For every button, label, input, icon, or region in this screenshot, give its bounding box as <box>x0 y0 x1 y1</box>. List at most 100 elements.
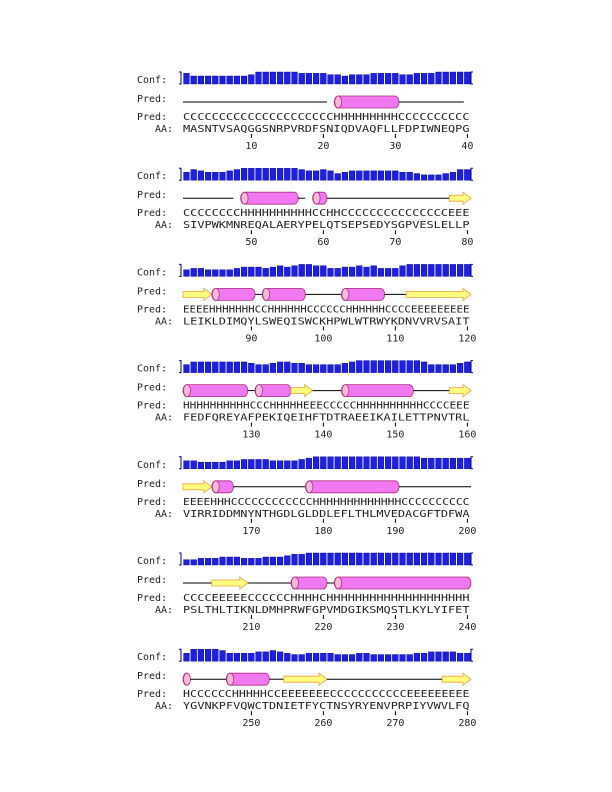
conf-bracket-left <box>179 264 181 276</box>
confidence-bar <box>371 361 377 373</box>
confidence-bar <box>436 72 442 84</box>
confidence-bar <box>248 363 254 372</box>
tick-label: 20 <box>317 141 329 152</box>
confidence-bar <box>320 653 326 661</box>
confidence-bar <box>320 553 326 565</box>
confidence-bar <box>378 73 384 84</box>
confidence-bar <box>198 362 204 373</box>
confidence-bar <box>270 168 276 180</box>
confidence-bar <box>378 171 384 180</box>
confidence-bar <box>407 75 413 84</box>
sequence-block: Conf:Pred:Pred:AA:EEEEHHHCCCCCCCCCCCCHHH… <box>137 457 476 537</box>
confidence-bar <box>313 171 319 180</box>
confidence-bar <box>335 268 341 276</box>
confidence-bar <box>328 457 334 469</box>
tick-label: 120 <box>458 333 476 344</box>
confidence-bar <box>371 73 377 84</box>
confidence-bar <box>241 168 247 180</box>
tick-label: 210 <box>242 622 260 633</box>
pred-sequence: EEEEHHHHHHHCCHHHHHHCCCCCCHHHHHHCCCCEEEEE… <box>183 304 470 315</box>
confidence-bar <box>436 365 442 373</box>
confidence-bar <box>364 457 370 469</box>
helix-cylinder <box>334 96 399 108</box>
confidence-bar <box>205 558 211 565</box>
confidence-bar <box>313 457 319 469</box>
confidence-bar <box>212 76 218 84</box>
tick-label: 140 <box>314 430 332 441</box>
confidence-bar <box>248 459 254 468</box>
confidence-bar <box>241 267 247 276</box>
confidence-bar <box>349 553 355 565</box>
confidence-bar <box>364 267 370 276</box>
confidence-bar <box>263 557 269 565</box>
confidence-bar <box>335 457 341 469</box>
helix-cap <box>241 192 248 204</box>
confidence-bar <box>464 170 470 181</box>
confidence-bar <box>450 72 456 84</box>
confidence-bar <box>392 361 398 373</box>
conf-label: Conf: <box>137 171 167 182</box>
confidence-bar <box>342 553 348 565</box>
aa-label: AA: <box>155 124 173 135</box>
confidence-bar <box>191 649 197 661</box>
confidence-bar <box>227 557 233 565</box>
confidence-bar <box>248 558 254 565</box>
strand-arrow <box>183 288 212 300</box>
tick-label: 100 <box>314 333 332 344</box>
confidence-bar <box>320 73 326 84</box>
tick-label: 10 <box>245 141 257 152</box>
confidence-bar <box>191 461 197 469</box>
confidence-bar <box>227 270 233 277</box>
confidence-bar <box>342 76 348 84</box>
confidence-bar <box>184 365 190 373</box>
confidence-bar <box>364 553 370 565</box>
pred-sequence: EEEEHHHCCCCCCCCCCCCHHHHHHHHHHHHHCCCCCCCC… <box>183 497 470 508</box>
confidence-bar <box>256 267 262 276</box>
confidence-bar <box>277 266 283 277</box>
confidence-bar <box>457 653 463 661</box>
confidence-bar <box>299 170 305 181</box>
confidence-bar <box>407 264 413 276</box>
confidence-bar <box>205 172 211 180</box>
confidence-bar <box>320 170 326 181</box>
confidence-bar <box>342 172 348 180</box>
confidence-bar <box>428 652 434 661</box>
confidence-bar <box>241 76 247 84</box>
confidence-bar <box>220 651 226 662</box>
helix-cap <box>335 96 342 108</box>
confidence-bar <box>457 363 463 372</box>
confidence-bar <box>263 365 269 373</box>
confidence-bar <box>371 171 377 180</box>
pred-track-label: Pred: <box>137 575 167 586</box>
confidence-bar <box>428 553 434 565</box>
helix-cylinder <box>183 385 248 397</box>
confidence-bar <box>436 175 442 180</box>
pred-sequence: CCCCEEEEECCCCCCHHHHCHHHHHHHHHHHHHHHHHHHH <box>183 593 470 604</box>
confidence-bar <box>241 653 247 661</box>
sequence-block: Conf:Pred:Pred:AA:EEEEHHHHHHHCCHHHHHHCCC… <box>137 264 476 344</box>
confidence-bar <box>299 655 305 662</box>
pred-sequence: CCCCCCCCHHHHHHHHHHCCHHCCCCCCCCCCCCCCCEEE <box>183 208 470 219</box>
strand-arrow <box>406 288 471 300</box>
confidence-bar <box>457 170 463 181</box>
confidence-bar <box>227 461 233 469</box>
confidence-bar <box>284 461 290 469</box>
conf-bracket-right <box>471 72 473 84</box>
confidence-bar <box>263 72 269 84</box>
confidence-bar <box>284 362 290 373</box>
helix-cap <box>184 385 191 397</box>
confidence-bar <box>414 361 420 373</box>
tick-label: 190 <box>386 526 404 537</box>
sequence-block: Conf:Pred:Pred:AA:CCCCEEEEECCCCCCHHHHCHH… <box>137 553 476 633</box>
confidence-bar <box>212 362 218 373</box>
tick-label: 180 <box>314 526 332 537</box>
confidence-bar <box>464 553 470 565</box>
confidence-bar <box>414 264 420 276</box>
confidence-bar <box>277 557 283 565</box>
confidence-bar <box>220 270 226 277</box>
pred-sequence-label: Pred: <box>137 689 167 700</box>
confidence-bar <box>436 553 442 565</box>
tick-label: 160 <box>458 430 476 441</box>
confidence-bar <box>421 264 427 276</box>
confidence-bar <box>450 365 456 373</box>
